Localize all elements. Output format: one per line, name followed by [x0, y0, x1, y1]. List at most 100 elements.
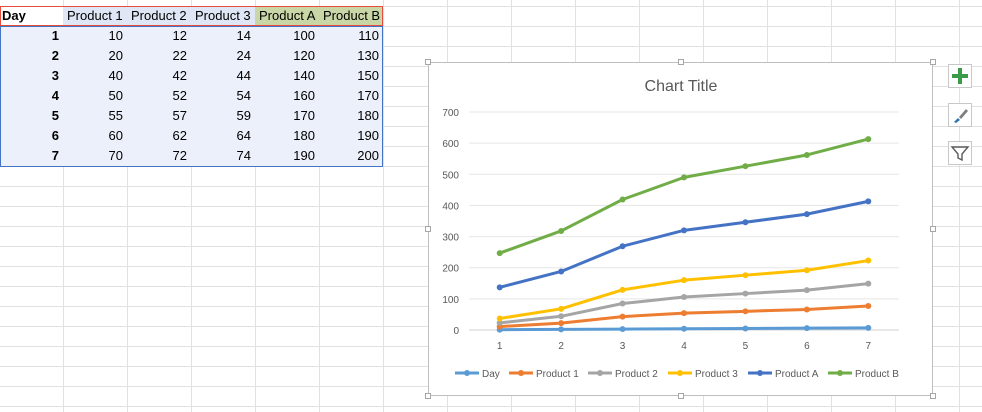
gridline-col: [127, 0, 128, 412]
data-point: [619, 326, 626, 333]
series-line-product-b: [498, 137, 870, 255]
header-cell-product-b[interactable]: Product B: [319, 6, 383, 26]
table-cell[interactable]: 100: [293, 28, 315, 43]
legend-item[interactable]: Product 1: [509, 369, 579, 380]
header-cell-day[interactable]: Day: [2, 8, 26, 23]
chart-styles-button[interactable]: [948, 103, 972, 127]
table-cell[interactable]: 130: [357, 48, 379, 63]
data-point: [865, 257, 872, 264]
legend-label: Day: [482, 369, 500, 380]
table-cell[interactable]: 64: [236, 128, 251, 143]
table-cell[interactable]: 190: [293, 148, 315, 163]
header-cell-product-1[interactable]: Product 1: [63, 6, 127, 26]
chart-filters-button[interactable]: [948, 141, 972, 165]
data-point: [681, 277, 687, 284]
legend-marker: [677, 370, 683, 376]
legend-item[interactable]: Product 2: [588, 369, 658, 380]
header-cell-product-a[interactable]: Product A: [255, 6, 319, 26]
table-cell[interactable]: 6: [51, 128, 59, 143]
data-point: [681, 174, 687, 181]
legend-item[interactable]: Product A: [748, 369, 819, 380]
chart-resize-handle[interactable]: [425, 393, 431, 399]
gridline-col: [959, 0, 960, 412]
table-cell[interactable]: 74: [236, 148, 251, 163]
table-cell[interactable]: 52: [172, 88, 187, 103]
table-cell[interactable]: 7: [51, 148, 59, 163]
y-tick-label: 0: [453, 326, 459, 337]
chart-resize-handle[interactable]: [930, 226, 936, 232]
table-cell[interactable]: 60: [108, 128, 123, 143]
table-cell[interactable]: 50: [108, 88, 123, 103]
table-cell[interactable]: 70: [108, 148, 123, 163]
table-cell[interactable]: 42: [172, 68, 187, 83]
table-cell[interactable]: 2: [51, 48, 59, 63]
table-cell[interactable]: 20: [108, 48, 123, 63]
table-cell[interactable]: 3: [51, 68, 59, 83]
gridline-col: [63, 0, 64, 412]
x-tick-label: 3: [620, 341, 626, 352]
chart-resize-handle[interactable]: [930, 393, 936, 399]
chart-resize-handle[interactable]: [425, 226, 431, 232]
data-point: [558, 268, 565, 275]
x-tick-label: 6: [804, 341, 810, 352]
chart-resize-handle[interactable]: [677, 393, 684, 399]
table-cell[interactable]: 40: [108, 68, 123, 83]
data-point: [865, 324, 872, 331]
table-cell[interactable]: 160: [293, 88, 315, 103]
table-cell[interactable]: 10: [108, 28, 123, 43]
table-cell[interactable]: 170: [357, 88, 379, 103]
chart-elements-button[interactable]: [948, 64, 972, 88]
line-chart[interactable]: Chart Title 0 100 200 300 400 500 600 700 1 2 3 4 5 6…: [425, 59, 936, 399]
table-cell[interactable]: 59: [236, 108, 251, 123]
table-cell[interactable]: 55: [108, 108, 123, 123]
data-point: [803, 325, 810, 332]
table-cell[interactable]: 200: [357, 148, 379, 163]
table-cell[interactable]: 1: [51, 28, 59, 43]
header-cell-product-2[interactable]: Product 2: [127, 6, 191, 26]
table-cell[interactable]: 12: [172, 28, 187, 43]
table-cell[interactable]: 44: [236, 68, 251, 83]
gridline-col: [383, 0, 384, 412]
legend-label: Product 3: [695, 369, 738, 380]
data-point: [558, 320, 565, 327]
table-cell[interactable]: 54: [236, 88, 251, 103]
chart-resize-handle[interactable]: [425, 59, 431, 65]
table-cell[interactable]: 22: [172, 48, 187, 63]
y-tick-label: 400: [442, 201, 459, 212]
y-tick-label: 700: [442, 108, 459, 119]
y-tick-label: 600: [442, 139, 459, 150]
table-cell[interactable]: 150: [357, 68, 379, 83]
legend-marker: [518, 370, 524, 376]
table-cell[interactable]: 120: [293, 48, 315, 63]
table-cell[interactable]: 110: [358, 28, 379, 43]
legend-item[interactable]: Product B: [828, 369, 899, 380]
table-cell[interactable]: 24: [236, 48, 251, 63]
data-point: [742, 219, 749, 226]
legend-label: Product 1: [536, 369, 579, 380]
chart-resize-handle[interactable]: [677, 59, 684, 65]
data-point: [803, 267, 810, 274]
data-point: [865, 303, 872, 310]
table-cell[interactable]: 4: [51, 88, 59, 103]
table-cell[interactable]: 180: [357, 108, 379, 123]
table-cell[interactable]: 14: [236, 28, 251, 43]
legend-item[interactable]: Product 3: [668, 369, 738, 380]
table-cell[interactable]: 170: [293, 108, 315, 123]
legend-item[interactable]: Day: [455, 369, 500, 380]
chart-resize-handle[interactable]: [930, 59, 936, 65]
chart-title[interactable]: Chart Title: [645, 78, 718, 95]
series-values-range: [0, 26, 383, 167]
table-cell[interactable]: 5: [51, 108, 59, 123]
table-cell[interactable]: 180: [293, 128, 315, 143]
table-cell[interactable]: 57: [172, 108, 187, 123]
data-point: [865, 280, 872, 287]
data-point: [865, 136, 872, 143]
table-cell[interactable]: 72: [172, 148, 187, 163]
table-cell[interactable]: 140: [293, 68, 315, 83]
header-cell-product-3[interactable]: Product 3: [191, 6, 255, 26]
data-point: [681, 325, 687, 332]
table-cell[interactable]: 190: [357, 128, 379, 143]
data-point: [742, 308, 749, 315]
table-cell[interactable]: 62: [172, 128, 187, 143]
data-point: [558, 227, 565, 234]
